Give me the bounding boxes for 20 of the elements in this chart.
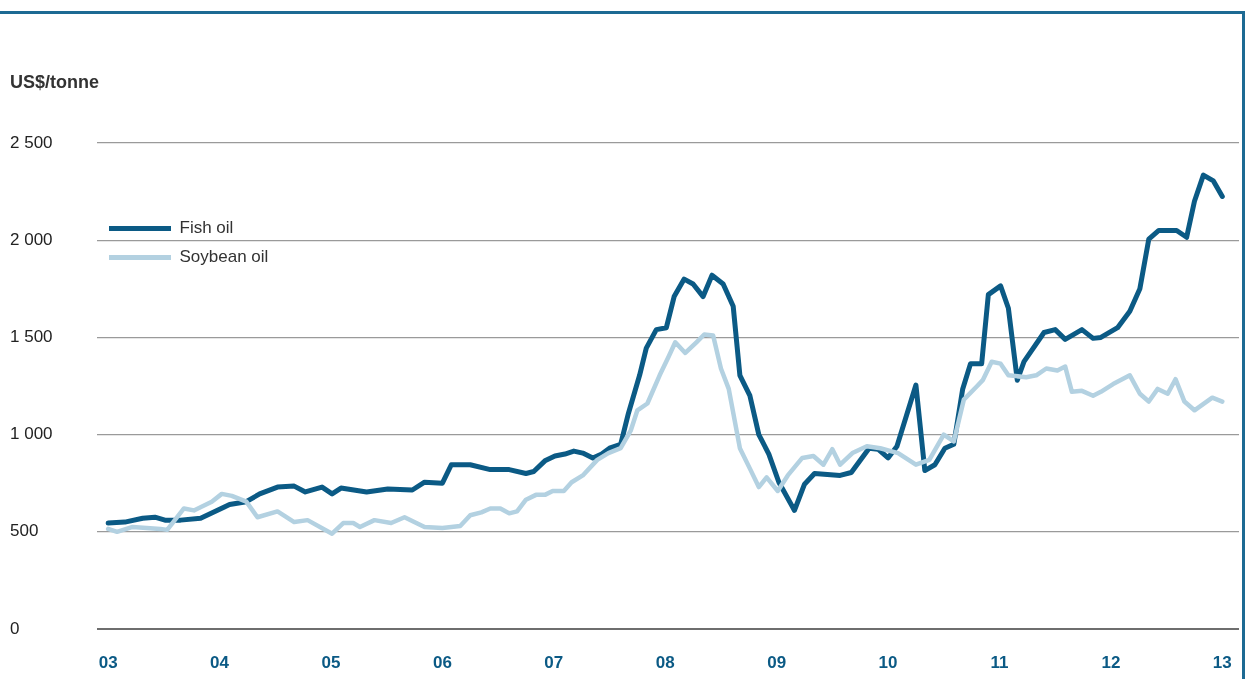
y-tick-label: 500 <box>10 521 39 541</box>
x-tick-label: 04 <box>210 652 230 672</box>
x-tick-label: 05 <box>321 652 341 672</box>
x-tick-label: 11 <box>990 652 1009 672</box>
y-tick-label: 1 500 <box>10 327 53 347</box>
x-tick-label: 07 <box>544 652 564 672</box>
legend-label: Fish oil <box>179 218 234 238</box>
y-axis-title: US$/tonne <box>10 72 100 93</box>
x-tick-label: 10 <box>878 652 898 672</box>
x-tick-label: 12 <box>1101 652 1121 672</box>
x-tick-label: 13 <box>1212 652 1232 672</box>
y-tick-label: 2 000 <box>10 229 53 249</box>
x-tick-label: 08 <box>655 652 675 672</box>
x-tick-label: 03 <box>98 652 118 672</box>
x-tick-label: 06 <box>432 652 452 672</box>
x-tick-label: 09 <box>767 652 787 672</box>
y-tick-label: 1 000 <box>10 424 53 444</box>
y-tick-label: 0 <box>10 618 20 638</box>
legend-label: Soybean oil <box>179 247 269 267</box>
y-tick-label: 2 500 <box>10 132 53 152</box>
